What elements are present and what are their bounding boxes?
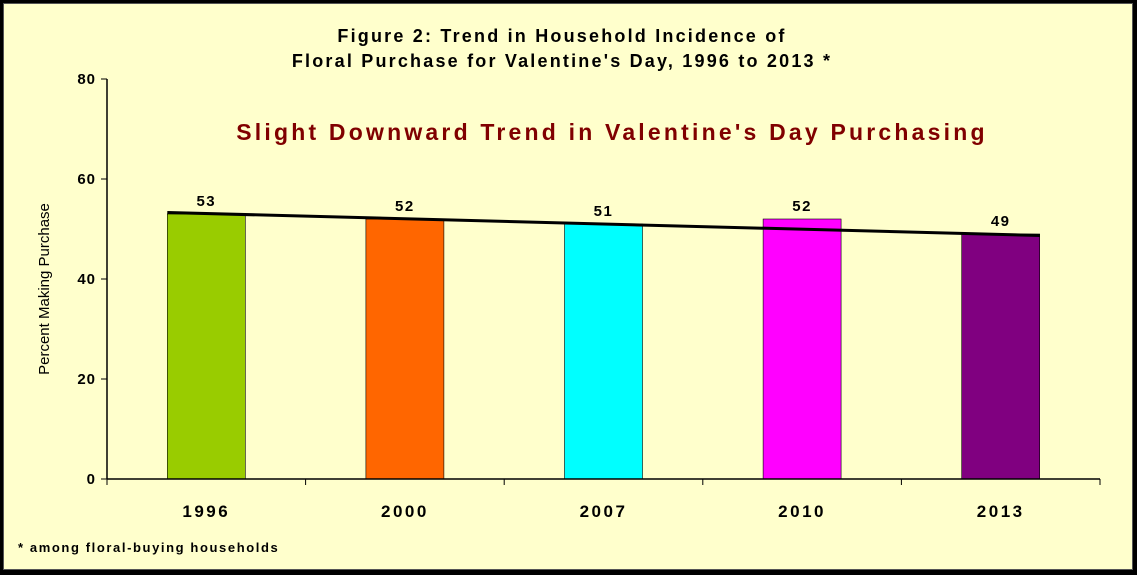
footnote: * among floral-buying households bbox=[18, 540, 279, 555]
y-tick-label-20: 20 bbox=[77, 371, 96, 388]
y-tick-label-0: 0 bbox=[87, 471, 96, 488]
bar-2000 bbox=[365, 218, 445, 480]
data-labels-group: 53 52 51 52 49 bbox=[196, 193, 1011, 230]
chart-title-line-1: Figure 2: Trend in Household Incidence o… bbox=[337, 26, 786, 46]
data-label-2010: 52 bbox=[792, 198, 812, 215]
data-label-2007: 51 bbox=[594, 203, 614, 220]
x-tick-label-2007: 2007 bbox=[580, 502, 628, 521]
bar-2013 bbox=[961, 233, 1041, 480]
y-tick-label-60: 60 bbox=[77, 171, 96, 188]
chart-title-line-2: Floral Purchase for Valentine's Day, 199… bbox=[292, 51, 832, 71]
y-tick-label-40: 40 bbox=[77, 271, 96, 288]
trendline bbox=[167, 211, 1040, 237]
x-tick-label-2010: 2010 bbox=[778, 502, 826, 521]
bar-2007 bbox=[564, 223, 643, 480]
x-tick-label-2013: 2013 bbox=[977, 502, 1025, 521]
x-ticks-group bbox=[106, 479, 1101, 485]
data-label-2000: 52 bbox=[395, 198, 415, 215]
category-labels-group: 1996 2000 2007 2010 2013 bbox=[182, 502, 1025, 521]
data-label-1996: 53 bbox=[196, 193, 216, 210]
y-tick-label-80: 80 bbox=[77, 71, 96, 88]
bar-2010 bbox=[762, 218, 842, 480]
x-tick-label-2000: 2000 bbox=[381, 502, 429, 521]
x-tick-label-1996: 1996 bbox=[182, 502, 230, 521]
data-label-2013: 49 bbox=[991, 213, 1011, 230]
bars-group bbox=[167, 213, 1041, 480]
chart-frame: Figure 2: Trend in Household Incidence o… bbox=[3, 3, 1133, 570]
chart-svg: Figure 2: Trend in Household Incidence o… bbox=[18, 26, 1101, 555]
bar-1996 bbox=[167, 213, 246, 480]
y-axis-label: Percent Making Purchase bbox=[36, 203, 53, 375]
y-ticks-group: 0 20 40 60 80 bbox=[77, 71, 107, 488]
trend-annotation: Slight Downward Trend in Valentine's Day… bbox=[236, 119, 987, 145]
